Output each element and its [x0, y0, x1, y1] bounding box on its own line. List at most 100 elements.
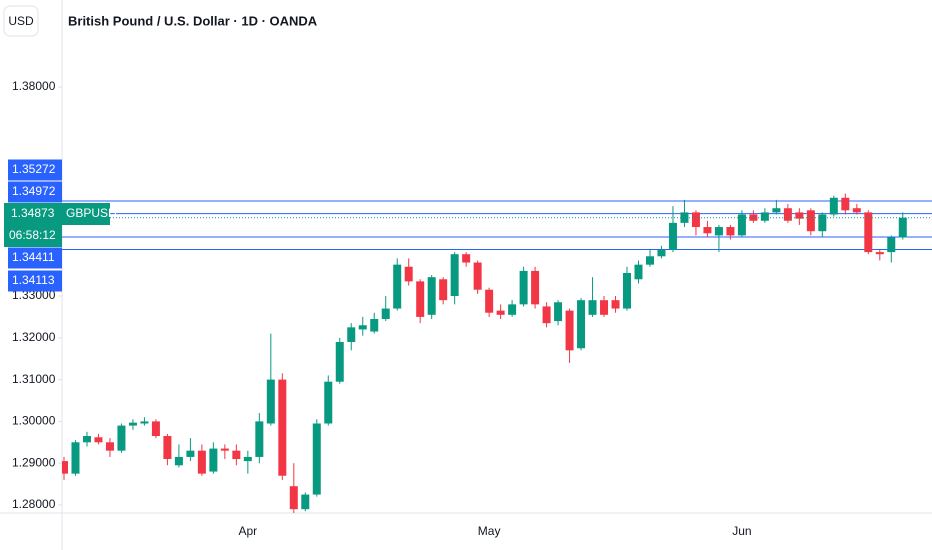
candle-body	[703, 227, 712, 234]
y-tick-label: 1.28000	[12, 497, 56, 511]
currency: USD	[8, 14, 34, 28]
currency-box[interactable]	[3, 5, 39, 37]
candle-body	[485, 289, 494, 313]
candle-body	[186, 450, 195, 457]
candle-body	[623, 273, 632, 309]
candle-body	[887, 237, 896, 253]
candle-body	[289, 486, 298, 510]
symbol-badge	[62, 203, 110, 225]
symbol-label: GBPUSD	[66, 206, 117, 220]
candle-body	[94, 437, 103, 443]
candle-body	[714, 227, 723, 236]
candle-body	[324, 381, 333, 424]
candle-body	[381, 308, 390, 319]
price-badge-label: 1.34411	[12, 250, 55, 264]
candle-body	[266, 379, 275, 424]
price-badge-label: 1.34113	[12, 273, 55, 287]
y-tick-label: 1.30000	[12, 414, 56, 428]
last-price-label: 1.34873	[11, 206, 55, 220]
candle-body	[829, 197, 838, 215]
candle-body	[772, 208, 781, 213]
candle-body	[82, 436, 91, 443]
price-badge-label: 1.35272	[12, 162, 56, 176]
candle-body	[818, 214, 827, 232]
candle-body	[209, 448, 218, 472]
candle-body	[691, 212, 700, 228]
candle-body	[404, 266, 413, 282]
candle-body	[864, 212, 873, 253]
candle-body	[220, 448, 229, 451]
candle-body	[117, 425, 126, 451]
candle-body	[588, 300, 597, 315]
candle-body	[151, 421, 160, 437]
candle-body	[783, 208, 792, 221]
x-tick-label: Apr	[238, 524, 257, 538]
plot-area	[62, 193, 932, 513]
candle-body	[358, 325, 367, 330]
candle-body	[806, 210, 815, 232]
candle-body	[554, 302, 563, 322]
candle-body	[335, 341, 344, 382]
price-badge	[8, 159, 62, 181]
candle-body	[243, 456, 252, 462]
candle-body	[795, 212, 804, 219]
candle-body	[462, 254, 471, 263]
price-badge	[8, 181, 62, 203]
candle-body	[301, 494, 310, 510]
candle-body	[841, 197, 850, 211]
y-tick-label: 1.32000	[12, 330, 56, 344]
candle-body	[852, 208, 861, 213]
y-tick-label: 1.31000	[12, 372, 56, 386]
candle-body	[657, 250, 666, 257]
candle-body	[163, 436, 172, 460]
candle-body	[508, 304, 517, 315]
candle-body	[749, 214, 758, 221]
candle-body	[542, 306, 551, 324]
candle-body	[105, 442, 114, 451]
candle-body	[439, 279, 448, 301]
candle-body	[634, 264, 643, 280]
price-badge	[8, 270, 62, 292]
y-tick-label: 1.38000	[12, 79, 56, 93]
candle-body	[611, 300, 620, 309]
candle-body	[726, 227, 735, 236]
chart-title: British Pound / U.S. Dollar · 1D · OANDA	[68, 13, 318, 28]
candle-body	[496, 310, 505, 315]
candle-body	[370, 318, 379, 332]
candle-body	[278, 379, 287, 476]
candle-body	[875, 252, 884, 255]
price-badge-label: 1.34972	[12, 184, 56, 198]
y-tick-label: 1.29000	[12, 455, 56, 469]
candle-body	[312, 423, 321, 495]
candle-body	[600, 300, 609, 315]
candle-body	[898, 217, 907, 238]
candle-body	[174, 456, 183, 466]
candle-body	[577, 300, 586, 349]
candle-body	[680, 212, 689, 223]
candle-body	[197, 450, 206, 474]
candle-body	[473, 262, 482, 290]
candle-body	[255, 421, 264, 457]
x-tick-label: Jun	[732, 524, 751, 538]
last-price-badge	[4, 203, 62, 247]
candle-body	[645, 256, 654, 265]
candle-body	[128, 422, 137, 426]
candle-body	[427, 277, 436, 315]
candle-body	[565, 310, 574, 351]
candle-body	[531, 270, 540, 305]
price-badge	[8, 247, 62, 269]
countdown-label: 06:58:12	[9, 228, 56, 242]
candle-body	[760, 212, 769, 221]
x-tick-label: May	[478, 524, 501, 538]
candle-body	[450, 254, 459, 296]
candle-body	[416, 281, 425, 317]
candle-body	[519, 270, 528, 305]
candle-body	[737, 214, 746, 236]
candle-body	[668, 222, 677, 251]
candle-body	[140, 421, 149, 424]
candle-body	[71, 442, 80, 474]
candle-body	[347, 327, 356, 342]
candle-body	[232, 450, 241, 460]
